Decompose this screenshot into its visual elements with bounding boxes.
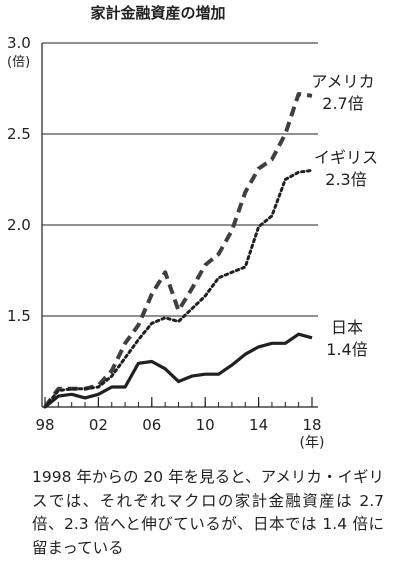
y-tick-labels: 1.5 2.0 2.5 3.0 bbox=[7, 34, 31, 325]
series-lines bbox=[43, 92, 314, 409]
x-tick-label: 02 bbox=[89, 416, 108, 434]
y-axis-unit: (倍) bbox=[7, 55, 30, 70]
series-name-britain: イギリス bbox=[314, 148, 378, 167]
series-name-japan: 日本 bbox=[331, 318, 363, 337]
x-tick-label: 06 bbox=[142, 416, 161, 434]
x-tick-label: 10 bbox=[196, 416, 215, 434]
series-line-britain bbox=[43, 168, 314, 409]
series-line-america bbox=[43, 92, 313, 409]
series-value-japan: 1.4倍 bbox=[326, 340, 367, 359]
gridlines bbox=[42, 42, 318, 317]
x-tick-labels: 98 02 06 10 14 18 bbox=[35, 416, 321, 434]
y-tick-label: 1.5 bbox=[7, 307, 31, 325]
y-tick-label: 3.0 bbox=[7, 34, 31, 52]
y-tick-label: 2.5 bbox=[7, 125, 31, 143]
series-name-america: アメリカ bbox=[311, 72, 374, 91]
x-axis-unit: (年) bbox=[300, 435, 325, 451]
series-value-america: 2.7倍 bbox=[322, 94, 363, 113]
chart-title: 家計金融資産の増加 bbox=[90, 4, 225, 22]
x-tick-label: 98 bbox=[35, 416, 54, 434]
series-line-japan bbox=[43, 332, 313, 409]
x-tick-label: 18 bbox=[302, 416, 321, 434]
chart: 家計金融資産の増加 (倍) 1.52.02.53.0 98 02 06 10 14 18 … bbox=[7, 4, 378, 451]
caption-text: 1998 年からの 20 年を見ると、アメリカ・イギリスでは、それぞれマクロの家… bbox=[32, 468, 384, 557]
y-tick-label: 2.0 bbox=[7, 216, 31, 234]
series-value-britain: 2.3倍 bbox=[325, 170, 366, 189]
axes bbox=[41, 43, 318, 408]
x-tick-label: 14 bbox=[249, 416, 268, 434]
